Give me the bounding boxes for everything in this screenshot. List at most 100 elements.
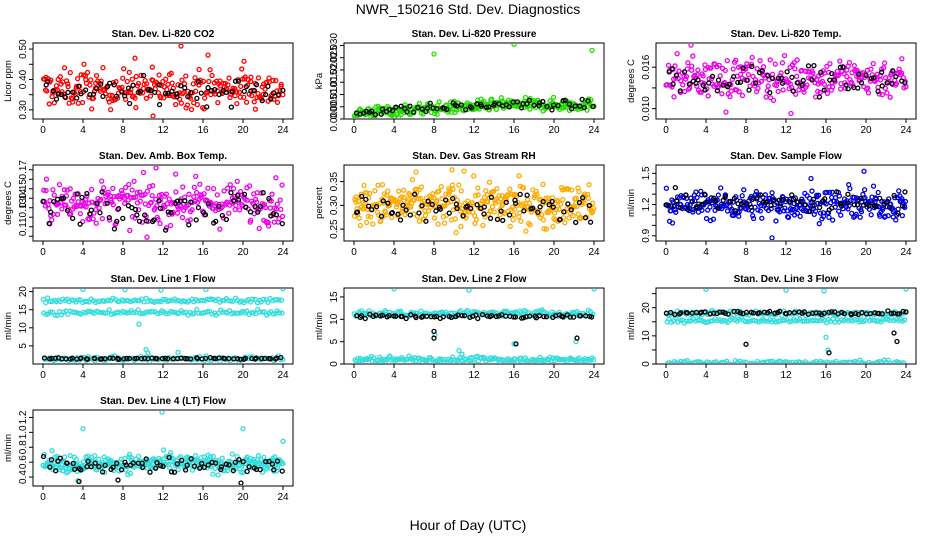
data-point: [810, 70, 816, 76]
data-point: [709, 73, 716, 80]
data-point: [749, 54, 755, 61]
y-tick-label: 15: [329, 291, 340, 303]
data-point: [494, 216, 501, 223]
data-point: [761, 309, 768, 315]
data-point: [829, 309, 835, 315]
data-point: [85, 458, 91, 464]
data-point: [514, 99, 521, 105]
data-point: [806, 195, 813, 201]
data-point: [133, 194, 139, 200]
data-point: [187, 356, 194, 362]
data-point: [708, 65, 714, 71]
data-point: [164, 86, 170, 93]
data-point: [402, 212, 408, 218]
data-point: [475, 315, 481, 322]
x-tick-label: 24: [900, 247, 912, 258]
panel-title: Stan. Dev. Gas Stream RH: [412, 151, 535, 162]
data-point: [555, 103, 561, 109]
data-point: [49, 309, 56, 315]
data-point: [677, 310, 684, 316]
y-tick-label: 0.4: [18, 470, 29, 484]
data-point: [753, 80, 759, 86]
data-point: [201, 464, 207, 471]
data-point: [677, 88, 683, 94]
data-point: [543, 314, 550, 320]
data-point: [744, 201, 750, 207]
data-point: [518, 105, 525, 111]
data-point: [160, 296, 166, 303]
data-point: [201, 191, 207, 197]
data-point: [851, 194, 857, 201]
data-point: [73, 456, 80, 463]
data-point: [161, 95, 167, 101]
data-point: [45, 78, 51, 85]
x-axis-label: Hour of Day (UTC): [409, 517, 527, 533]
data-point: [418, 184, 425, 190]
data-point: [739, 193, 745, 199]
x-tick-label: 4: [391, 125, 397, 136]
data-point: [689, 63, 695, 69]
data-point: [693, 189, 699, 195]
data-point: [719, 91, 725, 97]
data-point: [215, 472, 221, 478]
data-point: [231, 198, 237, 204]
data-point: [798, 198, 804, 205]
data-point: [99, 178, 105, 184]
data-point: [79, 194, 85, 201]
data-point: [430, 191, 436, 197]
data-point: [110, 464, 116, 471]
data-point: [163, 191, 170, 197]
data-point: [757, 57, 763, 64]
series-2: [354, 311, 595, 347]
data-point: [132, 95, 138, 101]
data-point: [701, 191, 708, 197]
data-point: [274, 458, 281, 464]
x-tick-label: 20: [237, 492, 249, 503]
y-tick-label: 5: [18, 343, 29, 349]
data-point: [389, 210, 396, 216]
data-point: [136, 218, 143, 224]
data-point: [106, 217, 113, 223]
data-point: [726, 361, 732, 363]
data-point: [545, 195, 551, 201]
panel-title: Stan. Dev. Line 3 Flow: [734, 274, 839, 285]
data-point: [438, 183, 444, 190]
data-point: [205, 52, 211, 58]
data-point: [804, 82, 810, 88]
data-point: [489, 96, 495, 102]
data-point: [867, 310, 874, 317]
data-point: [879, 311, 885, 317]
x-tick-label: 12: [468, 125, 480, 136]
data-point: [216, 203, 222, 210]
data-point: [194, 306, 200, 313]
data-point: [56, 181, 63, 188]
data-point: [221, 188, 227, 194]
data-point: [540, 181, 546, 188]
data-point: [494, 186, 500, 192]
data-point: [885, 308, 891, 314]
data-point: [519, 359, 525, 363]
data-point: [900, 308, 906, 315]
data-point: [868, 75, 875, 82]
data-point: [206, 78, 212, 85]
data-point: [247, 78, 254, 85]
x-tick-label: 24: [900, 370, 912, 381]
data-point: [254, 199, 260, 205]
data-point: [557, 216, 563, 223]
data-point: [354, 209, 361, 215]
data-point: [846, 59, 853, 66]
data-point: [191, 184, 198, 190]
data-point: [781, 53, 788, 59]
data-point: [442, 203, 448, 209]
data-point: [59, 206, 65, 212]
data-point: [506, 212, 513, 218]
data-point: [851, 202, 858, 208]
x-tick-label: 8: [120, 370, 126, 381]
y-tick-label: 1.0: [18, 425, 29, 439]
data-point: [454, 205, 460, 212]
data-point: [458, 223, 464, 230]
data-point: [51, 100, 57, 106]
data-point: [483, 104, 490, 110]
chart-main-title: NWR_150216 Std. Dev. Diagnostics: [355, 1, 581, 17]
data-point: [499, 193, 505, 199]
